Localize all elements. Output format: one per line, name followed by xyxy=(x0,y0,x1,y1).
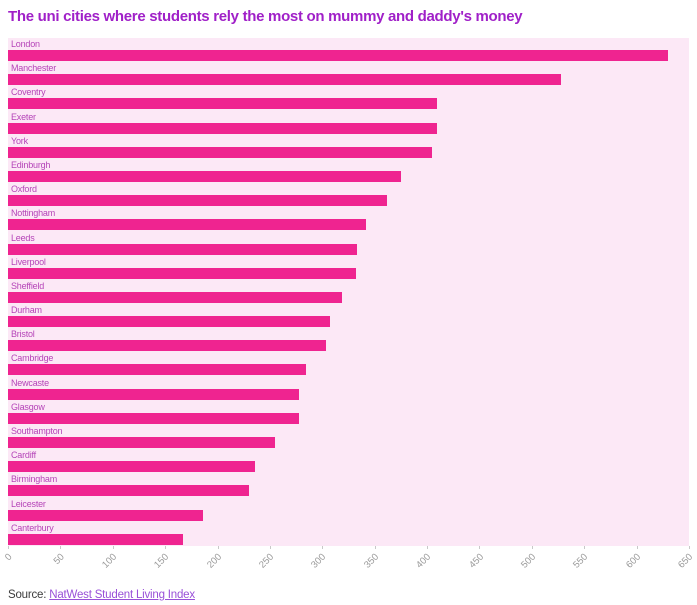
bar-category-label: Glasgow xyxy=(11,401,45,412)
x-axis-tick-mark xyxy=(165,546,167,549)
x-axis-tick-mark xyxy=(374,546,376,549)
x-axis-tick-label: 150 xyxy=(152,551,172,571)
bar-category-label: Nottingham xyxy=(11,208,56,219)
x-axis-tick-label: 50 xyxy=(51,551,67,567)
x-axis-tick-label: 100 xyxy=(99,551,119,571)
bar xyxy=(8,122,437,134)
bar-category-label: Manchester xyxy=(11,63,57,74)
source-link[interactable]: NatWest Student Living Index xyxy=(49,589,195,601)
x-axis-tick-mark xyxy=(322,546,324,549)
bar-category-label: Oxford xyxy=(11,184,37,195)
bar-row: London xyxy=(8,38,689,62)
bar xyxy=(8,195,388,207)
x-axis-tick-label: 650 xyxy=(676,551,696,571)
bar xyxy=(8,219,367,231)
bar-row: Newcaste xyxy=(8,377,689,401)
x-axis: 0 50 100 150 200 250 300 350 400 450 500 550 600 650 xyxy=(3,546,695,580)
bar-category-label: Canterbury xyxy=(11,522,54,533)
bar-category-label: Cardiff xyxy=(11,450,36,461)
bar xyxy=(8,316,330,328)
bar-row: Leeds xyxy=(8,232,689,256)
bar-row: Southampton xyxy=(8,425,689,449)
bar-row: Glasgow xyxy=(8,401,689,425)
x-axis-tick-label: 550 xyxy=(571,551,591,571)
bar-category-label: Southampton xyxy=(11,426,63,436)
bar-row: Birmingham xyxy=(8,473,689,497)
bar-row: Cardiff xyxy=(8,449,689,473)
x-axis-tick-label: 350 xyxy=(361,551,381,571)
bar-row: Leicester xyxy=(8,498,689,522)
bar-category-label: Cambridge xyxy=(11,353,54,364)
bar-row: Manchester xyxy=(8,62,689,86)
bar-row: Liverpool xyxy=(8,256,689,280)
x-axis-tick-label: 250 xyxy=(257,551,277,571)
bar-category-label: Coventry xyxy=(11,87,46,98)
x-axis-tick-mark xyxy=(217,546,219,549)
bar xyxy=(8,509,203,521)
bar xyxy=(8,437,276,448)
bar xyxy=(8,98,437,110)
bar-row: Nottingham xyxy=(8,207,689,231)
x-axis-tick-mark xyxy=(689,546,690,549)
bar-category-label: London xyxy=(11,39,40,49)
bar-row: Sheffield xyxy=(8,280,689,304)
x-axis-tick-mark xyxy=(8,546,9,549)
bar-category-label: Birmingham xyxy=(11,474,58,485)
x-axis-tick-mark xyxy=(636,546,638,549)
x-axis-tick-mark xyxy=(531,546,533,549)
x-axis-tick-label: 600 xyxy=(623,551,643,571)
bar-row: Edinburgh xyxy=(8,159,689,183)
bar-row: Cambridge xyxy=(8,352,689,376)
source-label: Source: xyxy=(8,589,50,601)
bar-category-label: Newcaste xyxy=(11,377,49,388)
bar-row: Bristol xyxy=(8,328,689,352)
bar xyxy=(8,74,562,86)
x-axis-tick-mark xyxy=(112,546,114,549)
bar-category-label: Leeds xyxy=(11,232,35,243)
bar-category-label: Edinburgh xyxy=(11,159,51,170)
x-axis-tick-mark xyxy=(427,546,429,549)
bar xyxy=(8,364,306,376)
bar-row: Durham xyxy=(8,304,689,328)
bar xyxy=(8,412,300,424)
x-axis-tick-mark xyxy=(479,546,481,549)
bar-category-label: Exeter xyxy=(11,111,36,122)
bar xyxy=(8,170,401,182)
bar xyxy=(8,533,183,545)
bar-row: Canterbury xyxy=(8,522,689,546)
bar-category-label: Sheffield xyxy=(11,280,45,291)
bar-row: Oxford xyxy=(8,183,689,207)
x-axis-tick-label: 300 xyxy=(309,551,329,571)
source-line: Source: NatWest Student Living Index xyxy=(8,589,689,601)
bar xyxy=(8,291,343,303)
bar xyxy=(8,461,256,473)
x-axis-tick-label: 500 xyxy=(519,551,539,571)
bar-category-label: Liverpool xyxy=(11,256,46,267)
x-axis-tick-mark xyxy=(60,546,62,549)
bar-chart: London Manchester Coventry Exeter York Edinbu… xyxy=(3,38,695,580)
bar-row: Coventry xyxy=(8,86,689,110)
bar xyxy=(8,50,669,61)
x-axis-tick-label: 200 xyxy=(204,551,224,571)
bar xyxy=(8,243,357,255)
bar xyxy=(8,340,327,352)
bar-row: Exeter xyxy=(8,111,689,135)
bar-category-label: Durham xyxy=(11,305,42,316)
x-axis-tick-mark xyxy=(269,546,271,549)
bar-category-label: Bristol xyxy=(11,329,35,340)
bar xyxy=(8,388,300,400)
plot-area: London Manchester Coventry Exeter York Edinbu… xyxy=(8,38,689,546)
x-axis-tick-label: 450 xyxy=(466,551,486,571)
bar xyxy=(8,485,249,497)
bar xyxy=(8,267,356,279)
bar-category-label: Leicester xyxy=(11,498,46,509)
x-axis-tick-label: 400 xyxy=(414,551,434,571)
x-axis-tick-label: 0 xyxy=(2,551,15,564)
bar-category-label: York xyxy=(11,135,28,146)
page-title: The uni cities where students rely the m… xyxy=(8,8,523,25)
x-axis-tick-mark xyxy=(584,546,586,549)
bar xyxy=(8,146,433,158)
bar-row: York xyxy=(8,135,689,159)
